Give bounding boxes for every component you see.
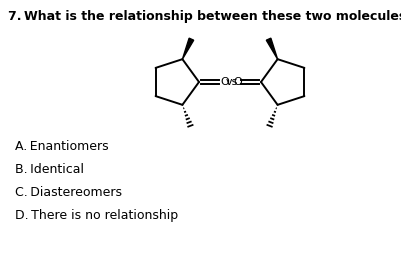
Text: vs: vs — [226, 77, 238, 87]
Text: C. Diastereomers: C. Diastereomers — [15, 186, 122, 199]
Text: O: O — [220, 77, 229, 87]
Text: 7. What is the relationship between these two molecules?: 7. What is the relationship between thes… — [8, 10, 401, 23]
Text: B. Identical: B. Identical — [15, 163, 84, 176]
Polygon shape — [182, 38, 194, 59]
Polygon shape — [266, 38, 277, 59]
Text: O: O — [233, 77, 242, 87]
Text: A. Enantiomers: A. Enantiomers — [15, 140, 109, 153]
Text: D. There is no relationship: D. There is no relationship — [15, 209, 178, 222]
